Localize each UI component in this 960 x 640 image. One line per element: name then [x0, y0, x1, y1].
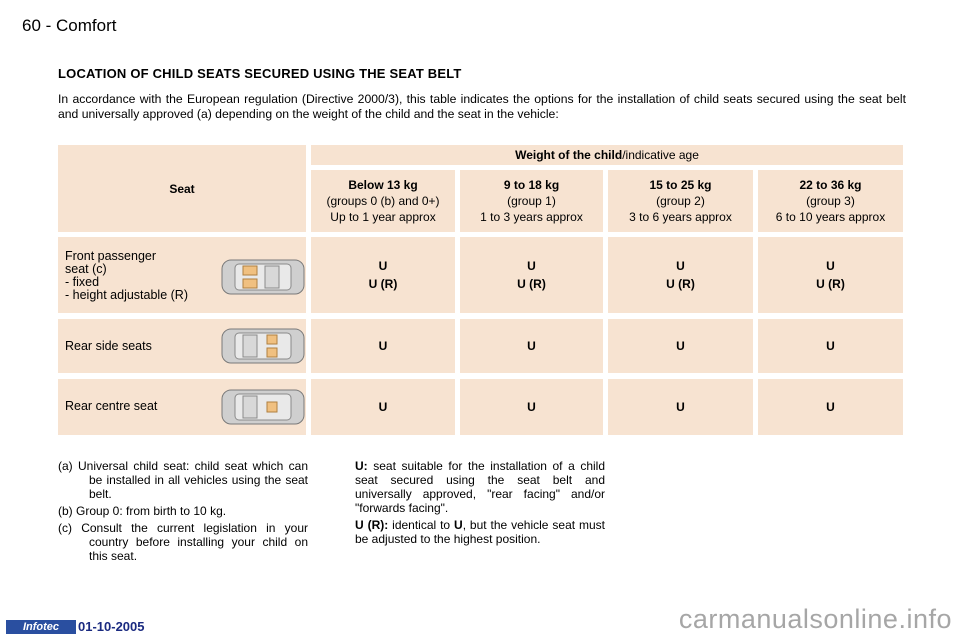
column-group: (group 3) [806, 194, 855, 208]
intro-paragraph: In accordance with the European regulati… [58, 92, 906, 121]
car-seat-diagram-icon [221, 259, 305, 295]
legend-u: U: seat suitable for the installation of… [355, 459, 605, 515]
rating-cell: U [311, 319, 455, 373]
legend: U: seat suitable for the installation of… [355, 459, 605, 546]
row-label-cell-front-passenger: Front passenger seat (c) - fixed - heigh… [58, 237, 306, 313]
row-label: Rear centre seat [65, 399, 158, 413]
legend-ur: U (R): identical to U, but the vehicle s… [355, 518, 605, 546]
rating-cell: U [460, 319, 603, 373]
footnote-b: (b) Group 0: from birth to 10 kg. [58, 504, 227, 518]
column-weight: 22 to 36 kg [799, 178, 862, 192]
header-separator: - [40, 16, 57, 35]
column-weight: 9 to 18 kg [503, 178, 560, 192]
column-header: 9 to 18 kg (group 1) 1 to 3 years approx [460, 170, 603, 232]
rating-cell: U [758, 379, 903, 435]
footnote-a: (a) Universal child seat: child seat whi… [58, 459, 308, 501]
column-age: Up to 1 year approx [330, 210, 436, 224]
column-header: Below 13 kg (groups 0 (b) and 0+) Up to … [311, 170, 455, 232]
footer-date: 01-10-2005 [78, 619, 145, 634]
column-header: 15 to 25 kg (group 2) 3 to 6 years appro… [608, 170, 753, 232]
watermark: carmanualsonline.info [678, 604, 952, 634]
column-header: 22 to 36 kg (group 3) 6 to 10 years appr… [758, 170, 903, 232]
page-header: 60 - Comfort [22, 16, 117, 36]
column-age: 1 to 3 years approx [480, 210, 583, 224]
row-label-cell-rear-side: Rear side seats [58, 319, 306, 373]
row-label: Rear side seats [65, 339, 152, 353]
column-weight: Below 13 kg [348, 178, 418, 192]
weight-header-cell: Weight of the child/indicative age [311, 145, 903, 165]
infotec-badge: Infotec [6, 620, 76, 634]
footnote-c: (c) Consult the current legislation in y… [58, 521, 308, 563]
rating-cell: U [758, 319, 903, 373]
column-age: 6 to 10 years approx [775, 210, 886, 224]
column-group: (group 2) [656, 194, 705, 208]
column-weight: 15 to 25 kg [649, 178, 712, 192]
seat-header: Seat [169, 181, 195, 196]
column-age: 3 to 6 years approx [629, 210, 732, 224]
page-number: 60 [22, 16, 41, 35]
car-seat-diagram-icon [221, 328, 305, 364]
rating-cell: U [311, 379, 455, 435]
page-title: LOCATION OF CHILD SEATS SECURED USING TH… [58, 66, 462, 81]
rating-cell: U [608, 379, 753, 435]
column-group: (groups 0 (b) and 0+) [326, 194, 440, 208]
seat-header-cell: Seat [58, 145, 306, 232]
rating-cell: U [608, 319, 753, 373]
row-label: Front passenger seat (c) - fixed - heigh… [65, 249, 188, 302]
row-label-cell-rear-centre: Rear centre seat [58, 379, 306, 435]
column-group: (group 1) [507, 194, 556, 208]
car-seat-diagram-icon [221, 389, 305, 425]
section-title: Comfort [56, 16, 117, 35]
rating-cell: U [460, 379, 603, 435]
footnotes: (a) Universal child seat: child seat whi… [58, 459, 308, 563]
weight-header: Weight of the child/indicative age [515, 148, 699, 162]
